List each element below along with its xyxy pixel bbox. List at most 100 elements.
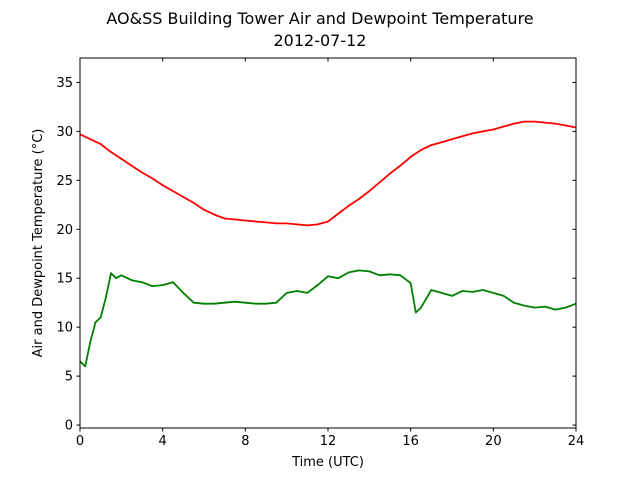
data-point: [285, 222, 288, 225]
data-point: [451, 138, 453, 141]
data-point: [337, 212, 340, 215]
data-point: [182, 196, 185, 198]
data-point: [430, 144, 433, 147]
x-tick-label: 12: [320, 434, 337, 449]
data-point: [471, 132, 474, 135]
data-point: [471, 291, 474, 293]
data-point: [502, 125, 505, 128]
y-tick-label: 5: [65, 370, 73, 385]
data-point: [275, 222, 278, 225]
data-point: [223, 301, 226, 304]
data-point: [409, 282, 412, 284]
data-point: [115, 277, 118, 280]
data-point: [358, 198, 360, 200]
data-point: [327, 220, 329, 223]
data-point: [544, 121, 546, 124]
y-tick-label: 0: [65, 419, 73, 434]
data-point: [420, 149, 422, 151]
y-tick-label: 20: [56, 223, 73, 238]
data-point: [523, 120, 526, 123]
data-point: [399, 274, 402, 277]
data-point: [89, 138, 92, 141]
x-tick-label: 4: [159, 434, 167, 449]
data-point: [110, 151, 112, 153]
data-point: [244, 301, 247, 304]
data-point: [99, 143, 102, 146]
data-point: [161, 284, 164, 286]
chart-subtitle: 2012-07-12: [274, 31, 367, 50]
data-point: [296, 223, 298, 226]
data-point: [358, 269, 360, 272]
data-point: [378, 181, 381, 184]
data-point: [130, 164, 133, 167]
data-point: [482, 289, 484, 291]
data-point: [141, 171, 143, 174]
data-point: [451, 295, 453, 297]
x-tick-label: 0: [76, 434, 84, 449]
data-point: [89, 341, 92, 343]
data-point: [420, 306, 422, 309]
y-tick-label: 35: [56, 76, 73, 91]
air-temperature-line: [80, 120, 576, 227]
plot-frame: [79, 57, 577, 429]
y-tick-label: 25: [56, 174, 73, 189]
data-point: [151, 177, 154, 180]
x-tick-label: 20: [485, 434, 502, 449]
x-tick-label: 8: [241, 434, 249, 449]
data-point: [213, 302, 216, 305]
data-point: [389, 273, 391, 276]
data-point: [192, 301, 195, 304]
data-point: [554, 122, 557, 125]
data-point: [414, 311, 417, 314]
data-point: [110, 272, 112, 275]
data-point: [99, 316, 102, 319]
data-point: [120, 274, 123, 277]
data-point: [244, 219, 247, 222]
dewpoint-temperature-line: [80, 269, 576, 368]
data-point: [306, 224, 309, 227]
y-tick-label: 30: [56, 125, 73, 140]
y-tick-label: 10: [56, 321, 73, 336]
data-point: [172, 190, 174, 193]
data-point: [347, 204, 350, 207]
data-point: [275, 301, 278, 304]
data-point: [172, 281, 174, 284]
data-point: [203, 208, 205, 211]
data-point: [502, 295, 505, 297]
data-point: [84, 365, 87, 368]
series-layer: [80, 120, 576, 368]
data-point: [285, 292, 288, 294]
data-point: [254, 220, 257, 223]
x-tick-label: 24: [568, 434, 585, 449]
data-point: [533, 120, 536, 123]
data-point: [399, 164, 402, 167]
data-point: [440, 141, 443, 144]
data-point: [440, 292, 443, 294]
data-point: [564, 306, 567, 309]
data-point: [533, 306, 536, 309]
x-axis: 0 4 8 12 16 20 24: [76, 58, 584, 449]
data-point: [254, 302, 257, 305]
x-tick-label: 16: [402, 434, 419, 449]
data-point: [492, 128, 495, 131]
data-point: [378, 274, 381, 277]
data-point: [120, 157, 123, 160]
data-point: [492, 292, 495, 294]
chart-title: AO&SS Building Tower Air and Dewpoint Te…: [106, 9, 533, 28]
data-point: [234, 300, 236, 303]
data-point: [389, 172, 391, 175]
data-point: [523, 304, 526, 307]
data-point: [347, 271, 350, 274]
data-point: [265, 221, 267, 224]
data-point: [513, 301, 515, 304]
data-point: [461, 135, 464, 138]
data-point: [234, 218, 236, 221]
data-point: [296, 290, 298, 292]
data-point: [223, 217, 226, 220]
y-axis-label: Air and Dewpoint Temperature (°C): [31, 129, 46, 358]
y-axis: 0 5 10 15 20 25 30 35: [56, 76, 576, 434]
data-point: [409, 156, 412, 158]
data-point: [316, 284, 319, 286]
data-point: [316, 223, 319, 226]
